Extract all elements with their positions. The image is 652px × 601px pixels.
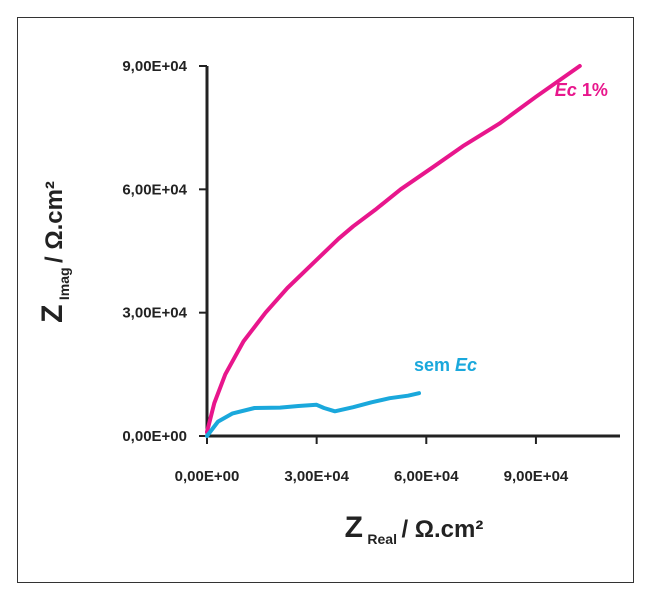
series-labels: Ec 1% sem Ec	[414, 80, 608, 375]
y-axis-title-sub: Imag	[56, 267, 72, 300]
y-axis-title-unit: / Ω.cm²	[41, 181, 68, 263]
y-tick-label: 0,00E+00	[122, 428, 187, 445]
x-axis-title: Z Real / Ω.cm²	[345, 511, 484, 548]
x-tick-label: 6,00E+04	[394, 468, 459, 485]
y-tick-label: 3,00E+04	[122, 305, 187, 322]
y-tick-label: 6,00E+04	[122, 181, 187, 198]
x-axis-title-unit: / Ω.cm²	[401, 516, 483, 543]
series-label-part: Ec	[555, 80, 577, 100]
series-label-part: 1%	[577, 80, 608, 100]
x-tick-label: 3,00E+04	[284, 468, 349, 485]
axes	[206, 66, 620, 436]
x-axis-title-sub: Real	[367, 531, 397, 547]
series-line	[207, 66, 580, 432]
series-label: sem Ec	[414, 355, 477, 375]
series-lines	[207, 66, 580, 436]
y-tick-label: 9,00E+04	[122, 58, 187, 75]
x-tick-label: 0,00E+00	[175, 468, 240, 485]
series-label: Ec 1%	[555, 80, 608, 100]
y-axis-title: Z Imag / Ω.cm²	[36, 181, 73, 323]
series-line	[207, 393, 419, 436]
series-label-part: sem	[414, 355, 455, 375]
x-tick-label: 9,00E+04	[504, 468, 569, 485]
series-label-part: Ec	[455, 355, 477, 375]
y-axis-title-main: Z	[36, 305, 69, 323]
x-axis-title-main: Z	[345, 511, 363, 544]
